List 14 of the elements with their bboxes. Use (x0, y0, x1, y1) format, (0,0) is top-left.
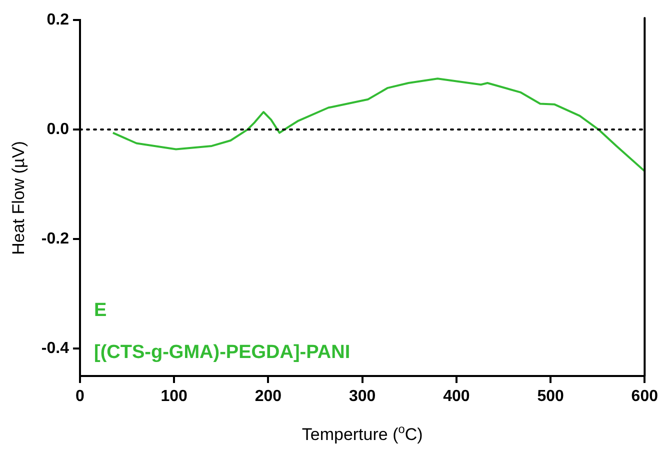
y-tick-label: 0.2 (46, 11, 70, 28)
y-tick-label: -0.2 (41, 230, 70, 248)
x-tick-label: 200 (254, 388, 282, 406)
x-tick-label: 500 (537, 388, 564, 406)
x-tick-label: 100 (160, 388, 188, 406)
y-axis-title: Heat Flow (µV) (9, 141, 28, 255)
x-tick-label: 600 (631, 388, 658, 406)
x-tick-label: 400 (443, 388, 470, 406)
x-tick-label: 0 (76, 388, 85, 406)
annotation: [(CTS-g-GMA)-PEGDA]-PANI (94, 342, 350, 363)
y-tick-label: 0.0 (46, 120, 70, 138)
y-tick-label: -0.4 (41, 340, 70, 358)
annotation: E (94, 300, 107, 321)
x-tick-label: 300 (348, 388, 376, 406)
